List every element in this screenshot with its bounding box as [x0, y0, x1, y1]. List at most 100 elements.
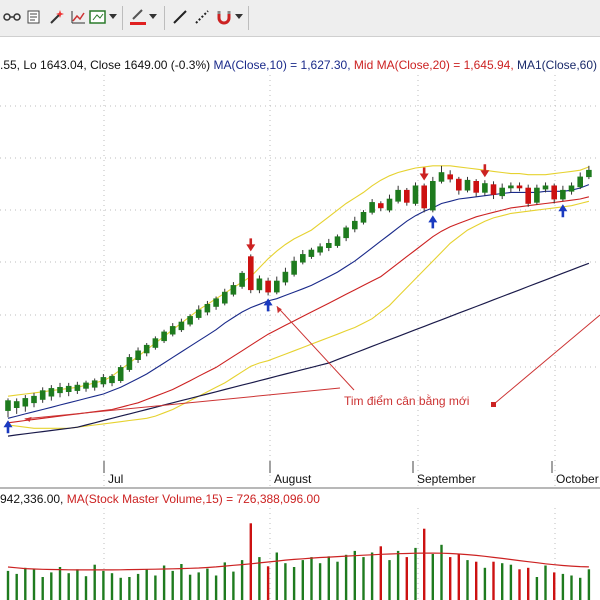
- volume-ma-line: [7, 552, 589, 571]
- candle-body: [325, 243, 332, 249]
- candle: [239, 271, 245, 289]
- dropdown-arrow-icon[interactable]: [148, 7, 158, 27]
- candle-body: [490, 184, 497, 195]
- volume-bar: [327, 556, 330, 600]
- candle-body: [377, 203, 384, 209]
- candle: [65, 382, 72, 397]
- x-axis-label: September: [417, 472, 476, 486]
- volume-bar: [110, 573, 114, 600]
- dropdown-arrow-icon[interactable]: [234, 7, 244, 27]
- sell-arrow-shape: [480, 164, 490, 178]
- candle: [39, 387, 46, 403]
- buy-arrow-icon: [263, 298, 273, 312]
- candle-body: [65, 385, 72, 393]
- candle-body: [351, 220, 358, 230]
- candle-body: [464, 179, 471, 191]
- candle: [273, 276, 280, 295]
- volume-bar: [171, 570, 174, 600]
- candle-body: [74, 384, 81, 391]
- candle: [482, 180, 488, 196]
- glasses-icon[interactable]: [2, 7, 22, 27]
- x-axis-label: October: [556, 472, 599, 486]
- buy-arrow-shape: [428, 215, 438, 229]
- candle-body: [222, 291, 228, 304]
- volume-bar: [457, 554, 460, 600]
- candle-body: [31, 395, 37, 404]
- candle-body: [204, 304, 211, 313]
- volume-bar: [362, 557, 365, 600]
- volume-bar: [388, 560, 391, 600]
- annotation-handle[interactable]: [491, 402, 496, 407]
- volume-bar: [6, 570, 10, 600]
- volume-bar: [240, 560, 244, 600]
- draw-line-icon[interactable]: [170, 7, 190, 27]
- ma60-line: [7, 262, 590, 437]
- sell-arrow-icon: [480, 164, 490, 178]
- volume-bar: [41, 577, 44, 600]
- dotted-line-icon[interactable]: [192, 7, 212, 27]
- chart-window-icon[interactable]: [88, 7, 108, 27]
- volume-bar: [509, 564, 513, 600]
- price-chart[interactable]: Tim điểm cân bằng mới Jul August September…: [0, 75, 600, 487]
- volume-bar: [353, 550, 356, 600]
- candle-body: [299, 254, 306, 263]
- buy-arrow-shape: [3, 420, 13, 434]
- candle-body: [213, 298, 219, 307]
- candle-body: [395, 189, 401, 202]
- candle: [525, 184, 532, 207]
- candle-body: [343, 227, 349, 239]
- candle-body: [551, 185, 558, 200]
- candle: [256, 275, 263, 294]
- candle-body: [273, 280, 280, 293]
- mid-ma-label: Mid MA(Close,20) = 1,645.94,: [353, 58, 514, 72]
- candle: [109, 374, 115, 387]
- candle-body: [577, 176, 584, 188]
- candle-body: [100, 377, 107, 385]
- candle-body: [542, 185, 549, 190]
- chart-icon[interactable]: [68, 7, 88, 27]
- candle-body: [317, 246, 323, 253]
- volume-bar: [527, 567, 530, 600]
- magnet-icon[interactable]: [214, 7, 234, 27]
- panel-divider[interactable]: [0, 487, 600, 489]
- x-axis-label: August: [274, 472, 312, 486]
- candle-body: [508, 185, 514, 189]
- volume-bar: [518, 569, 521, 600]
- volume-bar: [223, 562, 226, 600]
- candle: [534, 184, 540, 205]
- buy-arrow-icon: [3, 420, 13, 434]
- annotation-arrowhead: [276, 306, 282, 314]
- volume-bar: [197, 572, 200, 600]
- candle: [161, 329, 167, 344]
- candle: [438, 165, 445, 184]
- magic-wand-icon[interactable]: [46, 7, 66, 27]
- volume-bar: [553, 572, 556, 600]
- volume-chart[interactable]: [0, 508, 600, 600]
- candle: [48, 385, 55, 401]
- dropdown-arrow-icon[interactable]: [108, 7, 118, 27]
- candle: [325, 238, 332, 252]
- candle-body: [473, 181, 480, 193]
- candle-body: [455, 178, 462, 191]
- volume-bar: [440, 544, 443, 600]
- buy-arrow-icon: [428, 215, 438, 229]
- candle-body: [334, 236, 341, 246]
- volume-bar: [232, 571, 235, 600]
- candle-body: [5, 400, 11, 411]
- toolbar-separator: [122, 6, 123, 30]
- candle: [248, 254, 254, 294]
- notes-icon[interactable]: [24, 7, 44, 27]
- line-color-icon[interactable]: [128, 7, 148, 27]
- candle-body: [586, 169, 592, 178]
- volume-bar: [93, 564, 96, 600]
- candle-body: [169, 326, 176, 335]
- candle: [421, 183, 428, 213]
- volume-value: 942,336.00,: [0, 492, 67, 506]
- volume-bar: [405, 557, 408, 600]
- candle: [317, 243, 323, 256]
- volume-bar: [570, 575, 573, 600]
- annotation-text[interactable]: Tim điểm cân bằng mới: [344, 393, 469, 408]
- sell-arrow-icon: [419, 167, 429, 181]
- candle: [369, 199, 375, 215]
- volume-bar: [32, 569, 36, 600]
